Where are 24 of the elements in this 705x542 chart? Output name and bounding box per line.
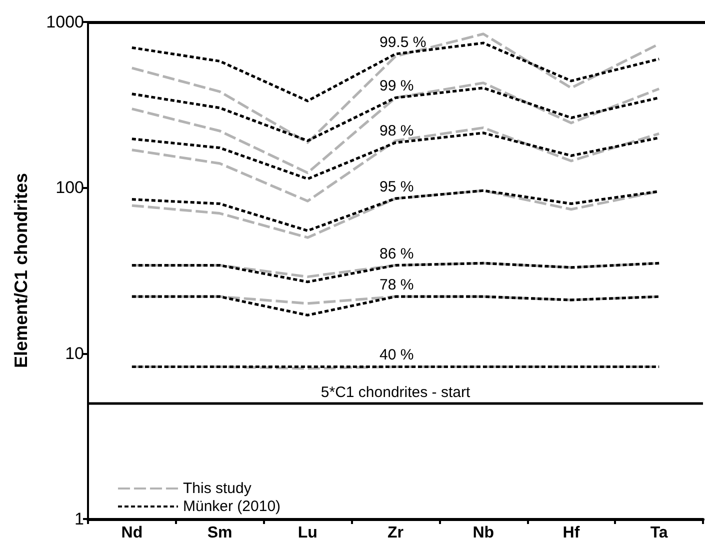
legend-label: This study	[183, 480, 252, 497]
annotation: 40 %	[380, 346, 414, 364]
x-tick-label: Zr	[388, 524, 404, 542]
x-tick-label: Hf	[562, 524, 580, 542]
x-tick-label: Nb	[472, 524, 494, 542]
annotation: 95 %	[380, 178, 414, 196]
annotation: 78 %	[380, 276, 414, 294]
annotation: 98 %	[380, 122, 414, 140]
annotation: 99 %	[380, 78, 414, 95]
ref-line-label: 5*C1 chondrites - start	[320, 384, 471, 402]
line-series	[130, 82, 660, 174]
y-tick-label: 10	[65, 344, 84, 363]
y-axis-title: Element/C1 chondrites	[11, 172, 31, 368]
x-tick-label: Nd	[121, 524, 143, 542]
y-tick-label: 100	[56, 178, 84, 198]
y-tick-label: 1	[74, 510, 84, 528]
y-tick-label: 1000	[46, 12, 84, 32]
x-tick-label: Lu	[298, 524, 318, 542]
line-series	[130, 126, 660, 202]
legend-label: Münker (2010)	[183, 498, 281, 515]
annotation: 99.5 %	[380, 34, 426, 51]
x-tick-label: Sm	[207, 524, 232, 542]
annotation: 86 %	[380, 245, 414, 262]
x-tick-label: Ta	[650, 524, 668, 542]
